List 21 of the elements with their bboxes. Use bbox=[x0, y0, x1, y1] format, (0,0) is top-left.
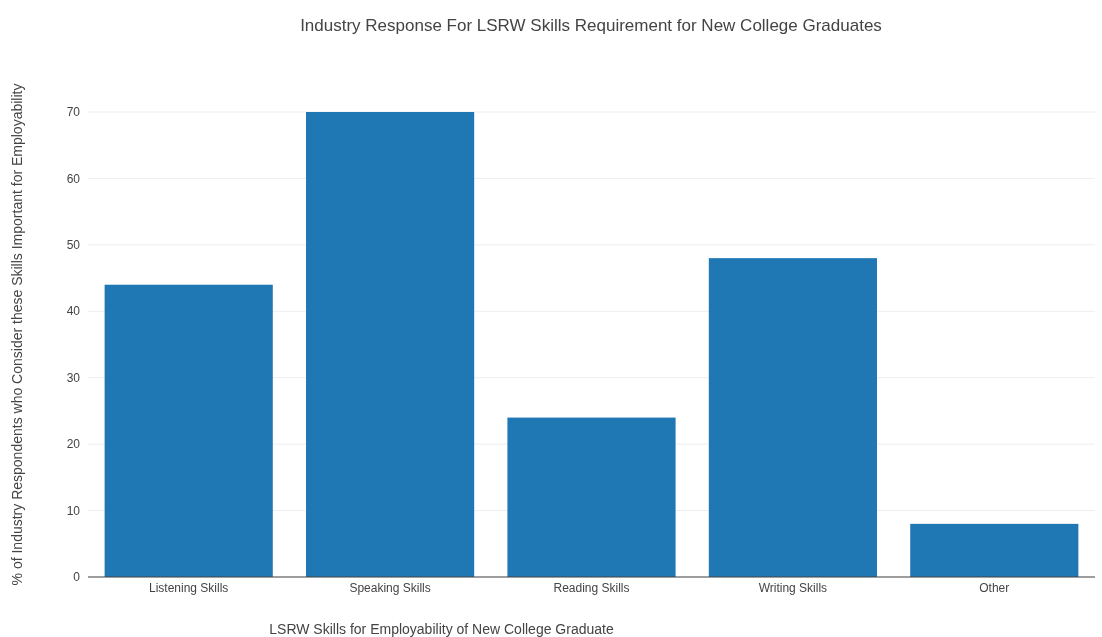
x-tick-label: Writing Skills bbox=[758, 581, 828, 595]
y-tick-label: 70 bbox=[66, 105, 81, 120]
chart-title: Industry Response For LSRW Skills Requirement for New College Graduates bbox=[300, 16, 882, 35]
x-tick-label: Speaking Skills bbox=[349, 581, 431, 595]
y-tick-label: 50 bbox=[66, 238, 81, 253]
y-tick-label: 0 bbox=[73, 570, 81, 585]
x-tick-label: Other bbox=[979, 581, 1010, 595]
bar bbox=[507, 417, 676, 577]
y-tick-label: 30 bbox=[66, 370, 81, 385]
y-axis-title: % of Industry Respondents who Consider these Skills Important for Employability bbox=[9, 83, 25, 586]
x-axis-title: LSRW Skills for Employability of New College Graduate bbox=[269, 621, 614, 637]
bar bbox=[306, 112, 475, 577]
x-tick-label: Listening Skills bbox=[149, 581, 229, 595]
y-tick-label: 10 bbox=[66, 503, 81, 518]
bar bbox=[104, 284, 273, 577]
y-tick-label: 60 bbox=[66, 171, 81, 186]
bar bbox=[708, 258, 877, 577]
y-tick-label: 20 bbox=[66, 437, 81, 452]
bar bbox=[910, 523, 1079, 577]
y-tick-label: 40 bbox=[66, 304, 81, 319]
x-tick-label: Reading Skills bbox=[553, 581, 630, 595]
